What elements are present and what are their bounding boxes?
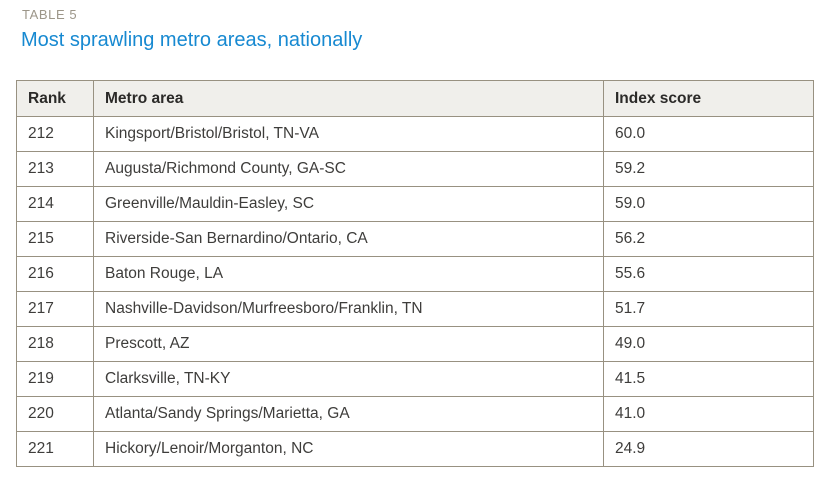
table-number-label: TABLE 5 bbox=[22, 7, 78, 22]
rank-cell: 218 bbox=[16, 326, 94, 362]
rank-cell: 216 bbox=[16, 256, 94, 292]
rank-cell: 214 bbox=[16, 186, 94, 222]
rank-cell: 221 bbox=[16, 431, 94, 467]
rank-cell: 217 bbox=[16, 291, 94, 327]
index-score-cell: 55.6 bbox=[603, 256, 814, 292]
metro-area-cell: Kingsport/Bristol/Bristol, TN-VA bbox=[93, 116, 604, 152]
metro-area-cell: Baton Rouge, LA bbox=[93, 256, 604, 292]
metro-area-cell: Hickory/Lenoir/Morganton, NC bbox=[93, 431, 604, 467]
table-row: 215 Riverside-San Bernardino/Ontario, CA 5… bbox=[16, 221, 814, 257]
rank-cell: 220 bbox=[16, 396, 94, 432]
column-header-index-score: Index score bbox=[603, 80, 814, 117]
index-score-cell: 49.0 bbox=[603, 326, 814, 362]
table-row: 216 Baton Rouge, LA 55.6 bbox=[16, 256, 814, 292]
table-row: 219 Clarksville, TN-KY 41.5 bbox=[16, 361, 814, 397]
column-header-rank: Rank bbox=[16, 80, 94, 117]
index-score-cell: 60.0 bbox=[603, 116, 814, 152]
metro-area-cell: Prescott, AZ bbox=[93, 326, 604, 362]
table-body: 212 Kingsport/Bristol/Bristol, TN-VA 60.0 2… bbox=[16, 116, 814, 467]
table-row: 218 Prescott, AZ 49.0 bbox=[16, 326, 814, 362]
index-score-cell: 56.2 bbox=[603, 221, 814, 257]
index-score-cell: 51.7 bbox=[603, 291, 814, 327]
table-row: 217 Nashville-Davidson/Murfreesboro/Frank… bbox=[16, 291, 814, 327]
metro-area-cell: Riverside-San Bernardino/Ontario, CA bbox=[93, 221, 604, 257]
header-row: Rank Metro area Index score bbox=[16, 80, 814, 117]
table-row: 213 Augusta/Richmond County, GA-SC 59.2 bbox=[16, 151, 814, 187]
table-header: Rank Metro area Index score bbox=[16, 80, 814, 117]
rank-cell: 215 bbox=[16, 221, 94, 257]
metro-area-cell: Augusta/Richmond County, GA-SC bbox=[93, 151, 604, 187]
index-score-cell: 24.9 bbox=[603, 431, 814, 467]
table-row: 214 Greenville/Mauldin-Easley, SC 59.0 bbox=[16, 186, 814, 222]
index-score-cell: 41.5 bbox=[603, 361, 814, 397]
rank-cell: 219 bbox=[16, 361, 94, 397]
index-score-cell: 41.0 bbox=[603, 396, 814, 432]
metro-area-cell: Greenville/Mauldin-Easley, SC bbox=[93, 186, 604, 222]
index-score-cell: 59.0 bbox=[603, 186, 814, 222]
metro-area-cell: Nashville-Davidson/Murfreesboro/Franklin… bbox=[93, 291, 604, 327]
page-title: Most sprawling metro areas, nationally bbox=[21, 29, 363, 51]
rank-cell: 213 bbox=[16, 151, 94, 187]
sprawl-index-table: Rank Metro area Index score 212 Kingsport… bbox=[16, 80, 814, 467]
metro-area-cell: Atlanta/Sandy Springs/Marietta, GA bbox=[93, 396, 604, 432]
index-score-cell: 59.2 bbox=[603, 151, 814, 187]
rank-cell: 212 bbox=[16, 116, 94, 152]
column-header-metro-area: Metro area bbox=[93, 80, 604, 117]
table-row: 220 Atlanta/Sandy Springs/Marietta, GA 41.… bbox=[16, 396, 814, 432]
table-row: 212 Kingsport/Bristol/Bristol, TN-VA 60.0 bbox=[16, 116, 814, 152]
table-row: 221 Hickory/Lenoir/Morganton, NC 24.9 bbox=[16, 431, 814, 467]
metro-area-cell: Clarksville, TN-KY bbox=[93, 361, 604, 397]
